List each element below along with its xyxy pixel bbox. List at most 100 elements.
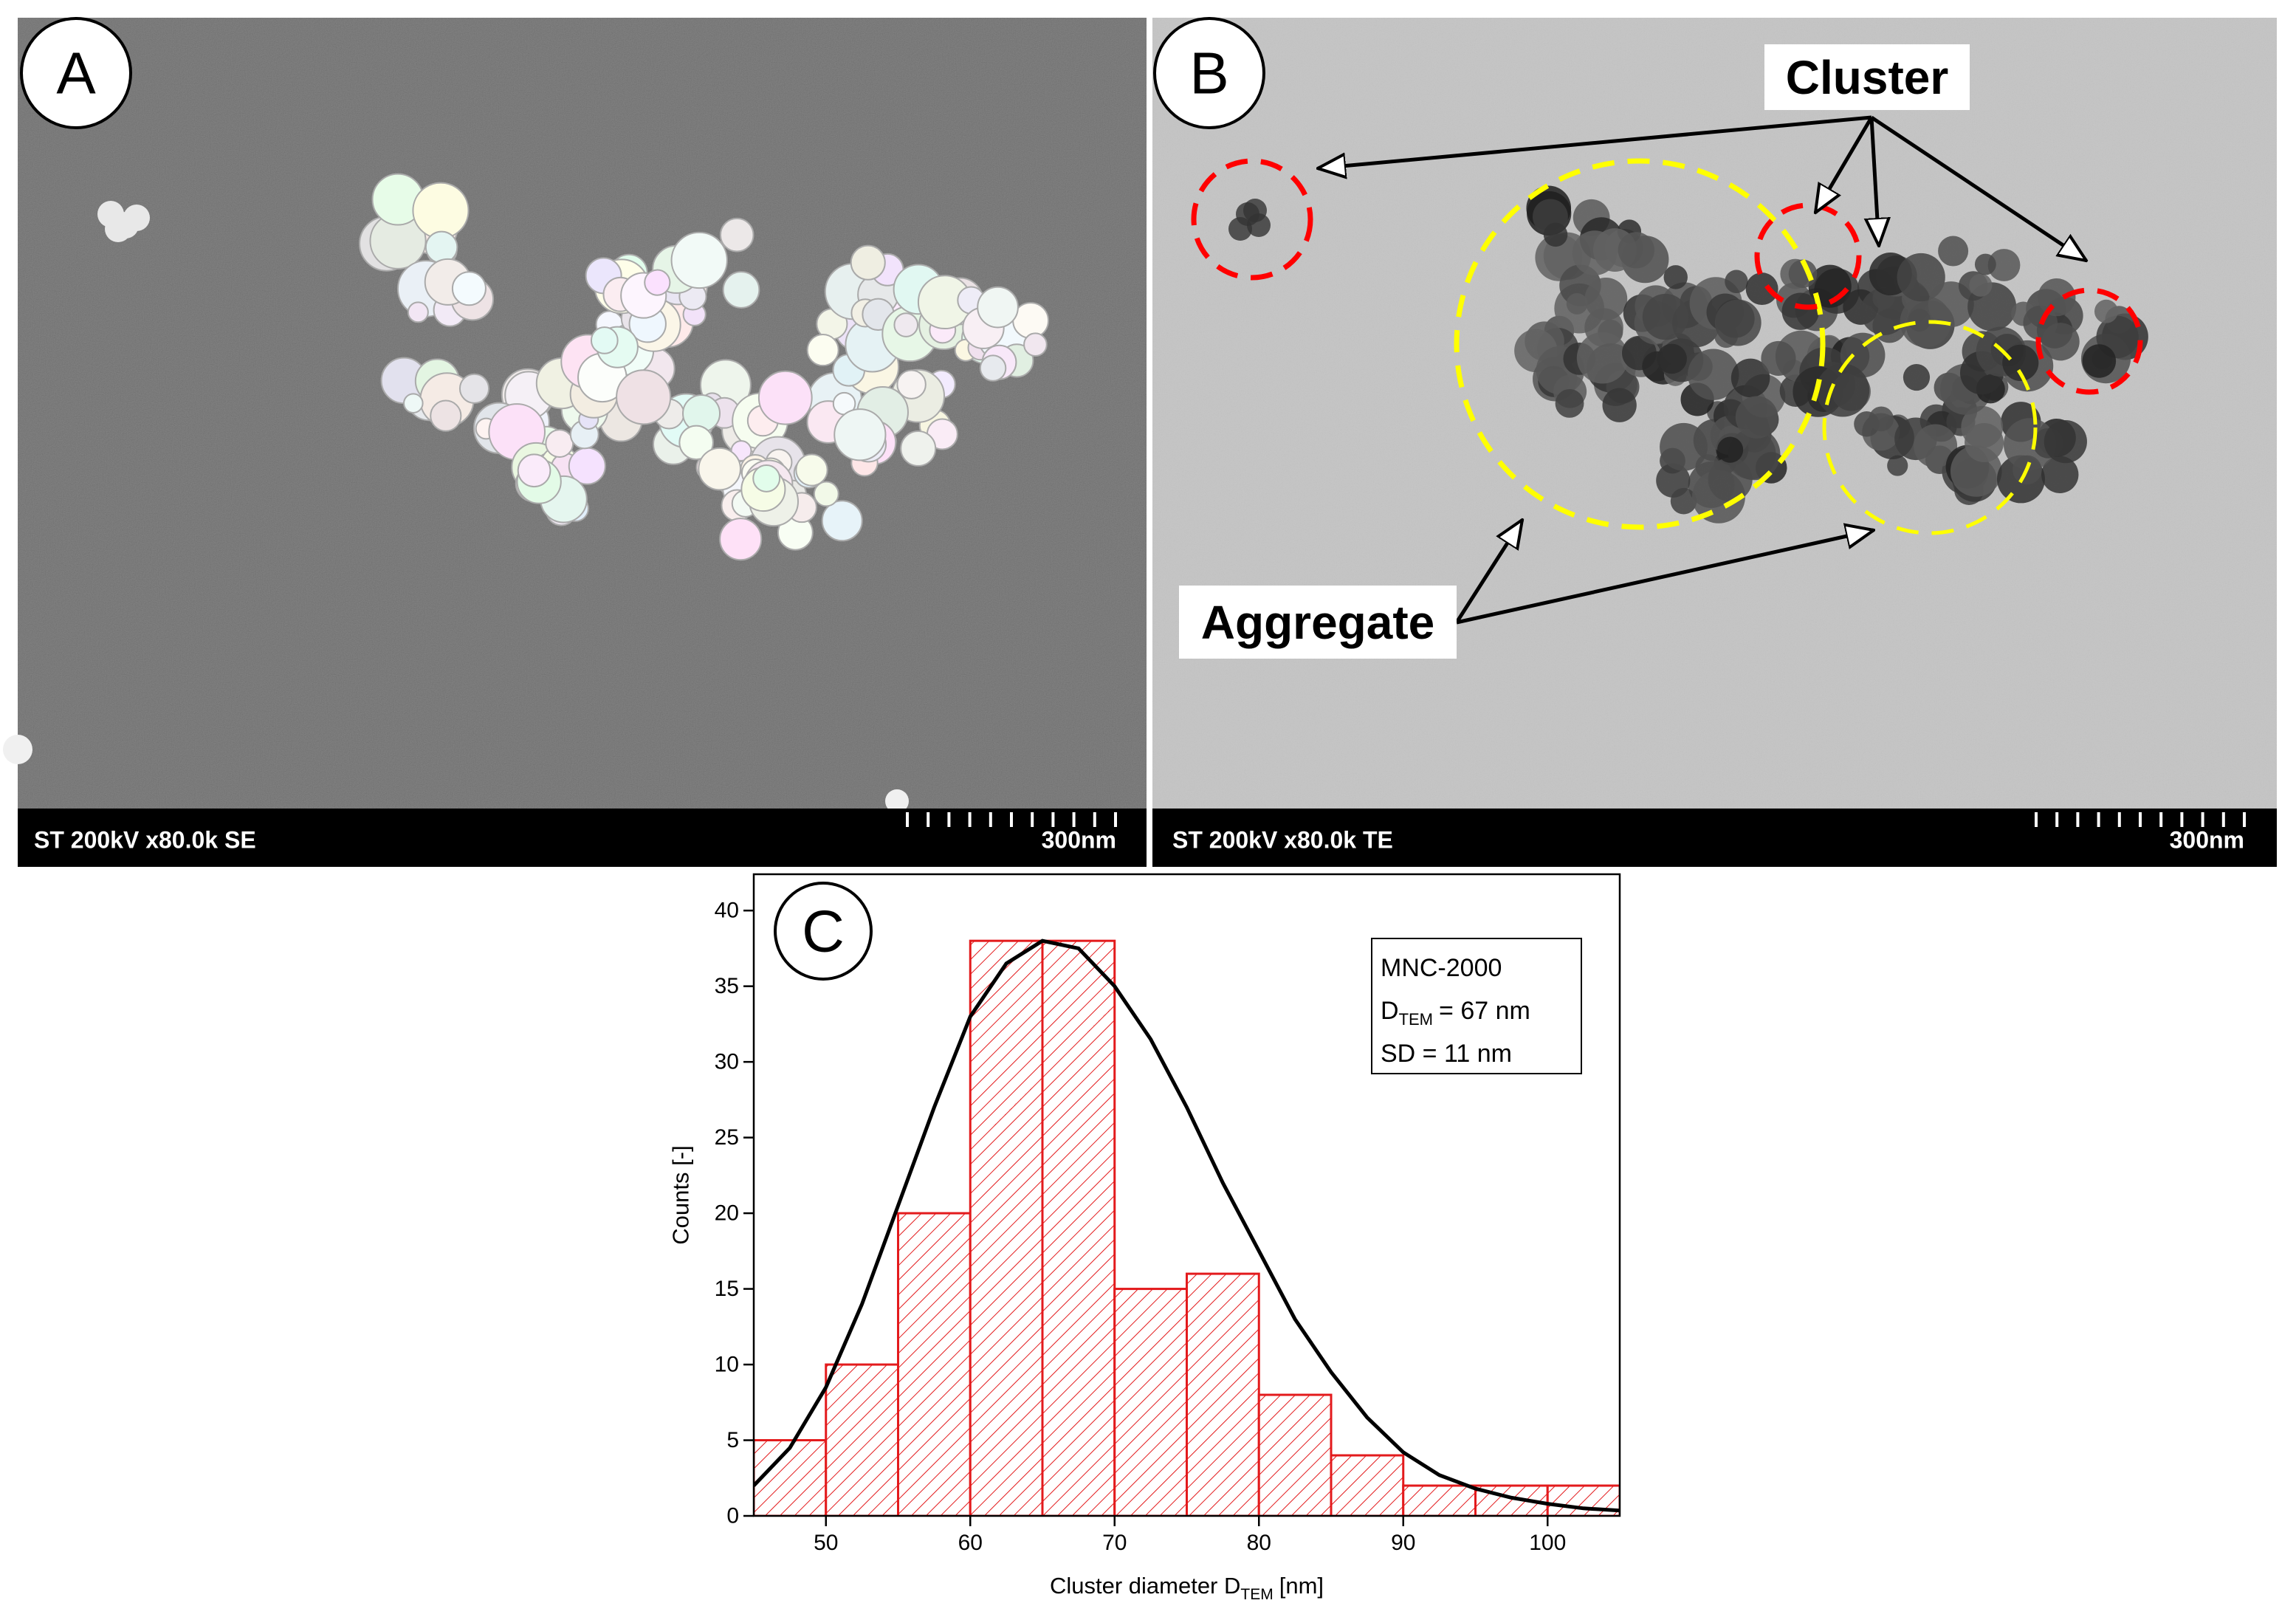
panel-label: A	[56, 41, 96, 106]
callout-cluster: Cluster	[1786, 51, 1949, 104]
info-text: ST 200kV x80.0k TE	[1172, 826, 1393, 853]
particle	[2002, 344, 2039, 381]
info-text: ST 200kV x80.0k SE	[34, 826, 256, 853]
particle	[3, 735, 32, 764]
particle	[806, 333, 839, 367]
particle	[1969, 273, 1993, 297]
particle	[900, 430, 937, 467]
particle	[1965, 423, 2004, 463]
particles	[3, 173, 1050, 813]
bar	[1113, 1288, 1188, 1516]
particle	[1714, 299, 1761, 346]
particle	[1781, 292, 1819, 330]
particle	[430, 399, 462, 432]
label-circle	[774, 882, 873, 981]
panel-label: C	[802, 899, 845, 964]
annotation-sd: SD = 11 nm	[1381, 1040, 1512, 1068]
particle	[2082, 344, 2117, 378]
particle	[757, 370, 813, 425]
annotation-value: = 67 nm	[1439, 997, 1530, 1025]
arrow	[1871, 117, 1879, 246]
x-tick-label: 50	[814, 1531, 838, 1555]
particle	[1903, 363, 1931, 391]
callout-box	[1764, 44, 1970, 110]
particle	[1761, 340, 1796, 376]
y-tick-label: 35	[715, 974, 739, 998]
particle	[1816, 363, 1870, 417]
particle	[105, 216, 131, 242]
particle	[850, 244, 886, 281]
particle	[1243, 199, 1267, 222]
particle	[1642, 293, 1689, 340]
bar	[1257, 1393, 1333, 1516]
fit-curve	[754, 938, 1620, 1513]
particle	[458, 373, 490, 404]
particle	[1023, 332, 1048, 357]
bar	[825, 1363, 899, 1516]
particle	[1974, 253, 1996, 275]
aggregate-circle	[1822, 320, 2038, 535]
particle	[403, 393, 424, 413]
particle	[1602, 388, 1637, 422]
x-tick-label: 90	[1391, 1531, 1415, 1555]
particle	[1618, 232, 1654, 269]
particle	[979, 354, 1007, 382]
x-tick-label: 100	[1529, 1531, 1566, 1555]
scale-bar	[906, 812, 1117, 827]
arrow	[1815, 116, 1874, 213]
particle	[1938, 236, 1969, 267]
particle	[719, 518, 763, 561]
particle	[1566, 292, 1588, 315]
particle	[425, 230, 458, 264]
bar	[1402, 1484, 1477, 1516]
particle	[1660, 422, 1708, 471]
annotation-box	[1371, 938, 1582, 1074]
particle	[545, 429, 574, 458]
bar	[1330, 1454, 1405, 1516]
particle	[893, 312, 919, 337]
cluster-circle	[1754, 202, 1862, 310]
label-circle	[1153, 17, 1265, 129]
y-tick-label: 5	[726, 1428, 739, 1452]
panel-a: ST 200kV x80.0k SE 300nm A	[3, 17, 1147, 867]
particle	[821, 500, 863, 542]
y-tick-label: 15	[715, 1277, 739, 1301]
annotation-symbol: D	[1381, 997, 1399, 1025]
particle	[896, 369, 927, 399]
bar	[897, 1212, 972, 1516]
particle	[1887, 455, 1908, 476]
particle	[795, 453, 828, 487]
annotation-subscript: TEM	[1399, 1010, 1433, 1029]
arrow	[1454, 520, 1522, 624]
particle	[833, 408, 887, 461]
particle	[2038, 278, 2076, 317]
scale-bar	[2035, 812, 2246, 827]
particle	[1543, 222, 1568, 247]
particle	[2044, 420, 2087, 464]
particle	[1914, 424, 1958, 468]
arrow	[1870, 115, 2086, 261]
y-tick-label: 10	[715, 1353, 739, 1377]
particle	[412, 182, 470, 239]
particle	[1576, 332, 1629, 384]
particle	[2041, 456, 2079, 493]
particle	[1670, 487, 1697, 515]
particle	[517, 453, 551, 488]
y-axis-label: Counts [-]	[668, 1145, 694, 1244]
y-tick-label: 0	[726, 1504, 739, 1528]
particle	[813, 481, 839, 507]
particle	[1725, 270, 1748, 294]
particle	[698, 447, 741, 491]
particle	[678, 425, 714, 461]
x-tick-label: 80	[1247, 1531, 1271, 1555]
particle	[1555, 388, 1584, 418]
plot-frame	[752, 873, 1621, 1517]
x-axis-label-main: Cluster diameter D	[1050, 1573, 1240, 1599]
panel-label: B	[1189, 41, 1228, 106]
x-tick-label: 70	[1102, 1531, 1127, 1555]
particle	[1657, 343, 1687, 374]
y-tick-label: 25	[715, 1125, 739, 1150]
particle	[1663, 265, 1688, 289]
particle	[1860, 287, 1908, 335]
particle	[644, 269, 671, 296]
